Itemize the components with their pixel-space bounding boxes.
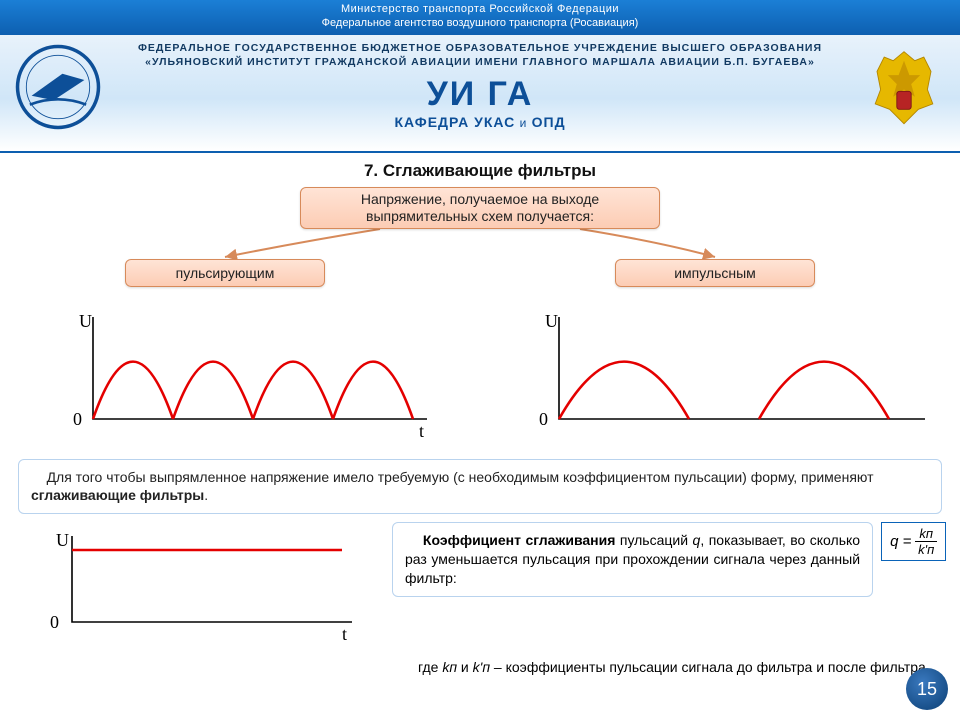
inst-line1: ФЕДЕРАЛЬНОЕ ГОСУДАРСТВЕННОЕ БЮДЖЕТНОЕ ОБ… <box>0 41 960 55</box>
chart-smoothed: U 0 t <box>14 522 384 652</box>
svg-text:0: 0 <box>50 612 59 632</box>
svg-text:0: 0 <box>73 409 82 429</box>
svg-text:U: U <box>79 311 92 331</box>
chart-pulsating: U 0 t <box>35 299 435 449</box>
formula-box: q = kп k'п <box>881 522 946 561</box>
topbar-line1: Министерство транспорта Российской Федер… <box>0 3 960 17</box>
flow-box-left: пульсирующим <box>125 259 325 287</box>
t1a: Для того чтобы выпрямленное напряжение и… <box>47 469 874 485</box>
formula-fraction: kп k'п <box>915 527 937 556</box>
svg-text:U: U <box>56 530 69 550</box>
t3b: kп <box>442 659 457 675</box>
svg-text:0: 0 <box>539 409 548 429</box>
svg-text:U: U <box>545 311 558 331</box>
sub-post: ОПД <box>532 114 566 130</box>
topbar-line2: Федеральное агентство воздушного транспо… <box>0 17 960 31</box>
formula-lhs: q = <box>890 533 911 550</box>
section-title: 7. Сглаживающие фильтры <box>0 161 960 181</box>
formula-den: k'п <box>918 542 934 556</box>
chart-impulse: U0t <box>505 299 925 449</box>
text-block-1: Для того чтобы выпрямленное напряжение и… <box>18 459 942 515</box>
charts-row-1: U 0 t U 0 t <box>0 299 960 449</box>
svg-text:t: t <box>342 624 347 644</box>
page-number: 15 <box>906 668 948 710</box>
top-bar: Министерство транспорта Российской Федер… <box>0 0 960 35</box>
t3a: где <box>418 659 442 675</box>
t3e: – коэффициенты пульсации сигнала до филь… <box>490 659 930 675</box>
emblem-icon <box>868 43 940 127</box>
inst-line2: «УЛЬЯНОВСКИЙ ИНСТИТУТ ГРАЖДАНСКОЙ АВИАЦИ… <box>0 55 960 69</box>
text-block-2: Коэффициент сглаживания пульсаций q, пок… <box>392 522 873 597</box>
text-block-3: где kп и k'п – коэффициенты пульсации си… <box>418 658 946 677</box>
t3d: k'п <box>473 659 490 675</box>
t1b: сглаживающие фильтры <box>31 487 204 503</box>
header: ФЕДЕРАЛЬНОЕ ГОСУДАРСТВЕННОЕ БЮДЖЕТНОЕ ОБ… <box>0 35 960 153</box>
t2b: пульсаций <box>615 532 692 548</box>
sub-mid: и <box>515 116 531 130</box>
svg-text:t: t <box>419 421 424 441</box>
flow-diagram: Напряжение, получаемое на выходе выпрями… <box>0 187 960 297</box>
flow-box-top: Напряжение, получаемое на выходе выпрями… <box>300 187 660 229</box>
institute-logo <box>14 43 102 131</box>
t3c: и <box>457 659 473 675</box>
title-big: УИ ГА <box>0 75 960 114</box>
t1c: . <box>204 487 208 503</box>
sub-pre: КАФЕДРА УКАС <box>394 114 515 130</box>
institution-text: ФЕДЕРАЛЬНОЕ ГОСУДАРСТВЕННОЕ БЮДЖЕТНОЕ ОБ… <box>0 35 960 69</box>
row-3: U 0 t Коэффициент сглаживания пульсаций q,… <box>14 522 946 652</box>
formula-num: kп <box>915 527 937 542</box>
subtitle: КАФЕДРА УКАС и ОПД <box>0 114 960 130</box>
t2a: Коэффициент сглаживания <box>423 532 615 548</box>
flow-box-right: импульсным <box>615 259 815 287</box>
